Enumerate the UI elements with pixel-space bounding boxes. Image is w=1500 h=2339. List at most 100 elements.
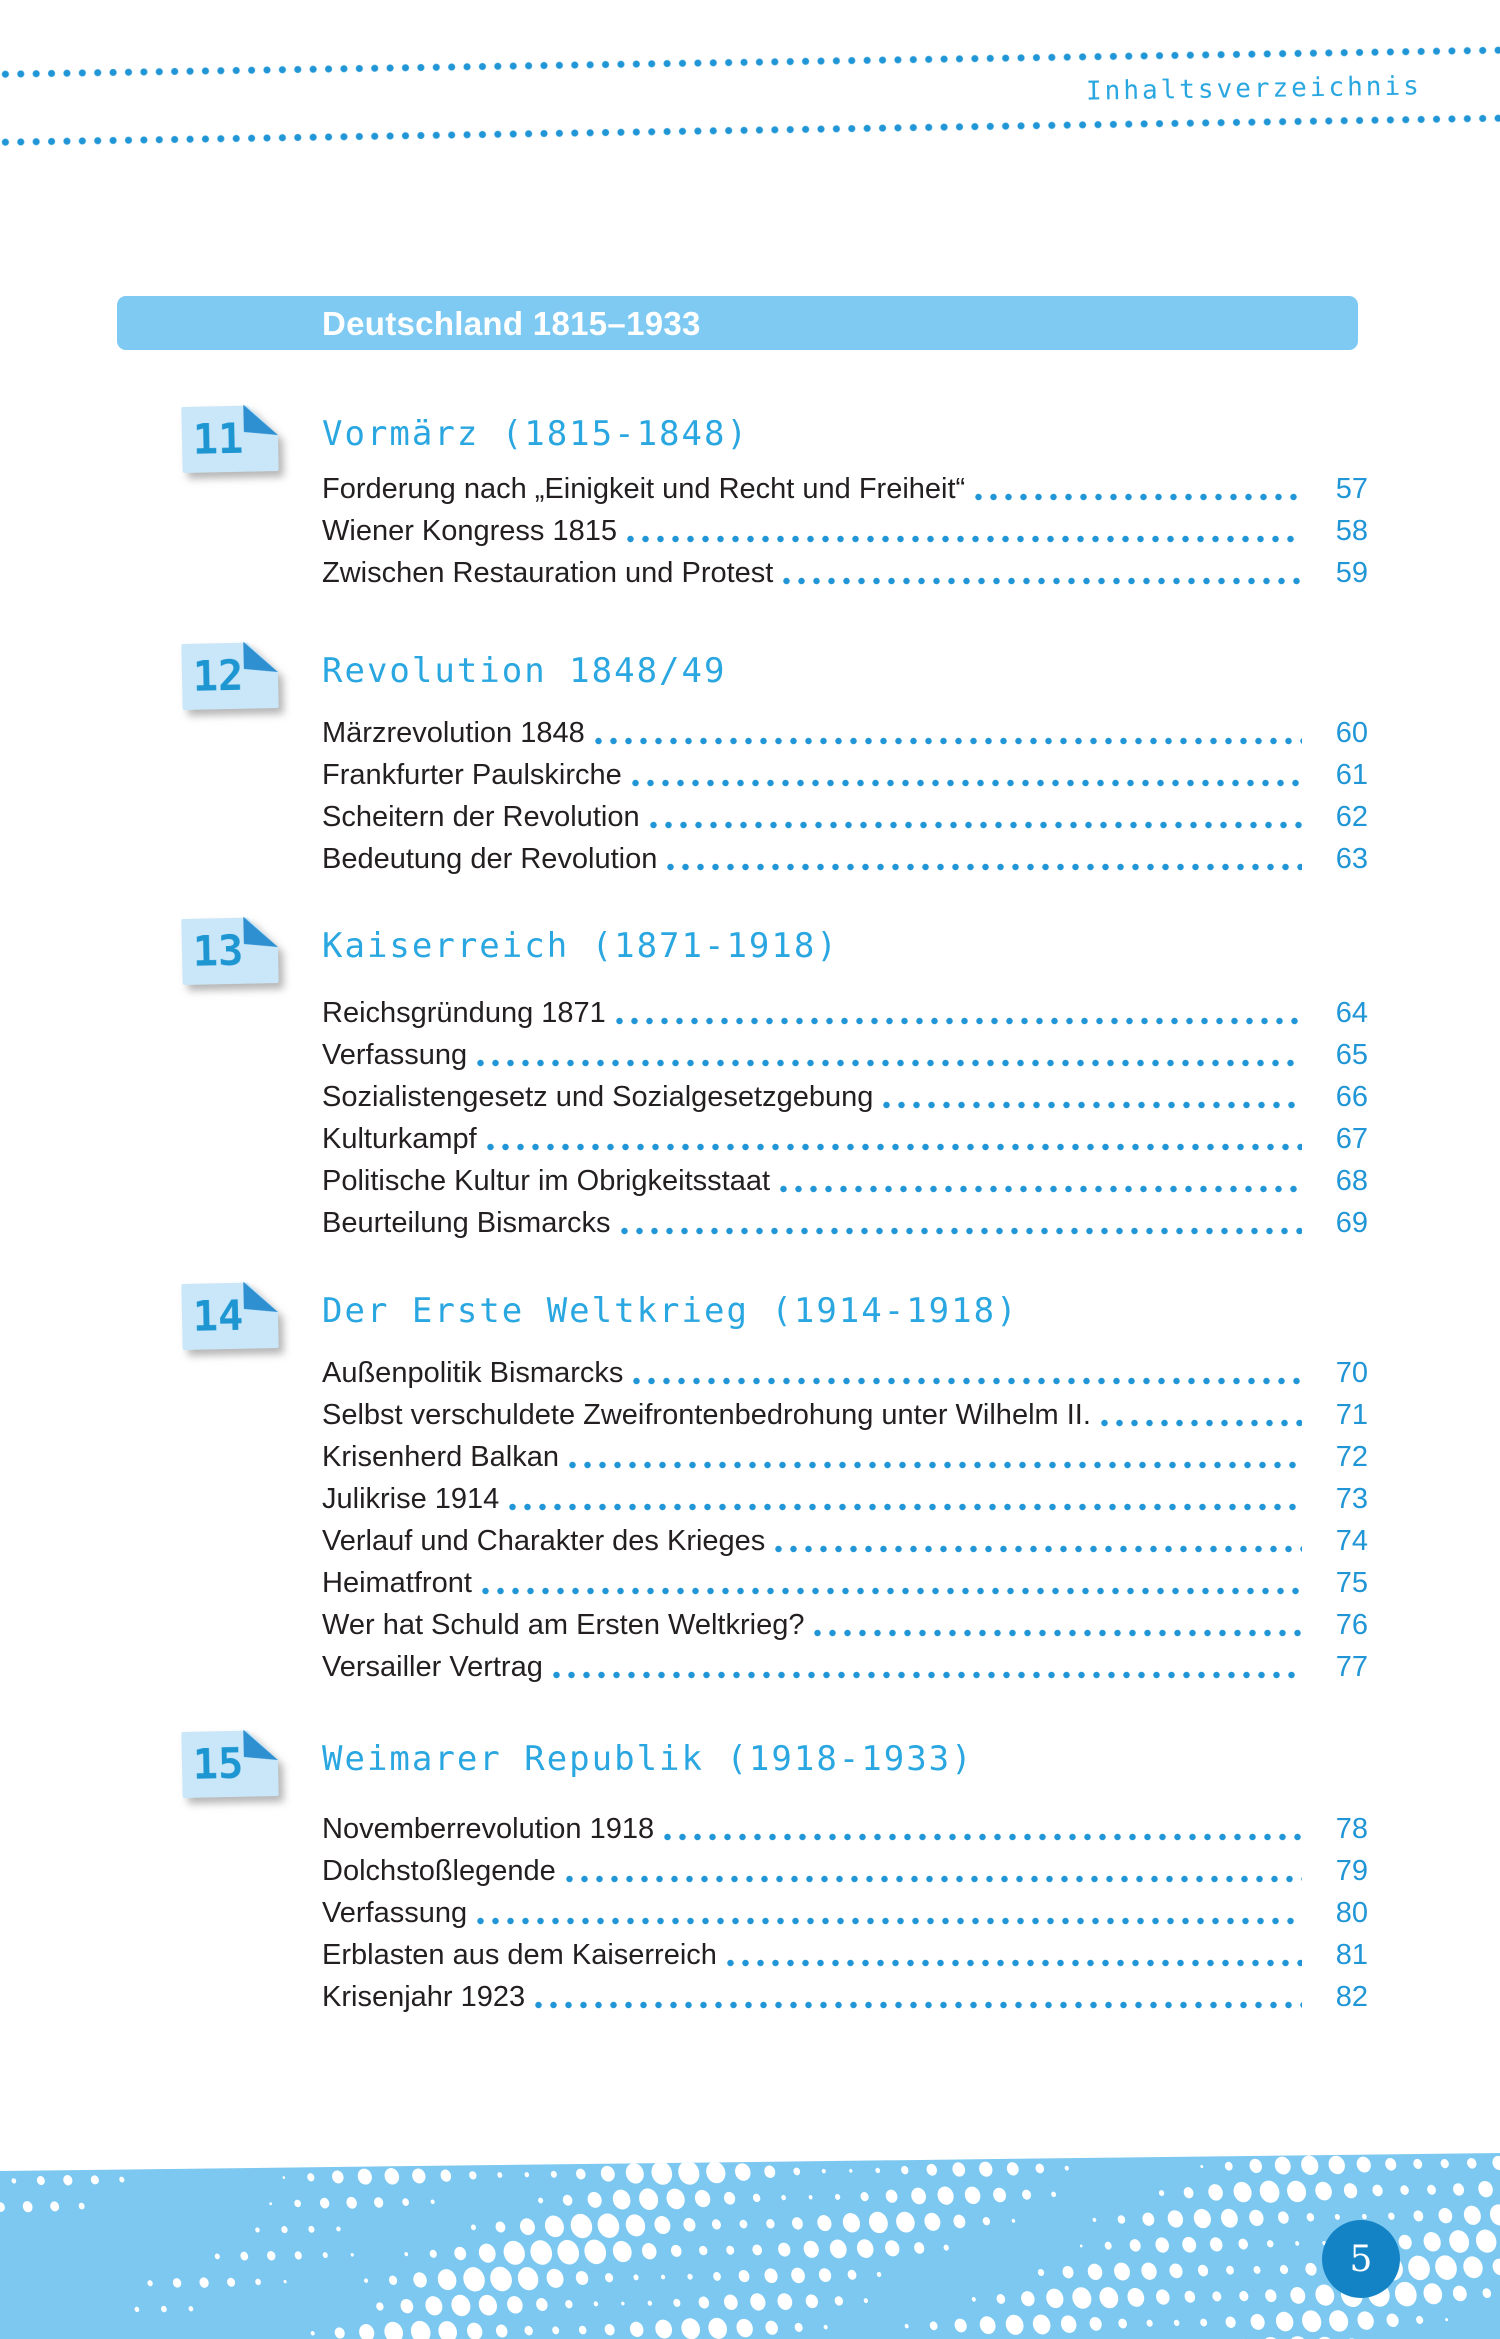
dotted-leader	[477, 1917, 1302, 1925]
toc-entry: Bedeutung der Revolution 63	[322, 838, 1368, 880]
chapter-entries: Außenpolitik Bismarcks 70 Selbst verschu…	[322, 1352, 1368, 1688]
toc-entry-page: 57	[1335, 473, 1368, 505]
dotted-leader	[535, 2001, 1302, 2009]
toc-entry-page: 64	[1335, 997, 1368, 1029]
toc-entry-label: Krisenjahr 1923	[322, 1981, 526, 2013]
toc-entry-page: 59	[1335, 557, 1368, 589]
dotted-leader	[667, 863, 1302, 871]
toc-entry-page: 73	[1335, 1483, 1368, 1515]
toc-entry-page: 66	[1335, 1081, 1368, 1113]
toc-entry: Heimatfront 75	[322, 1562, 1368, 1604]
chapter-title: Revolution 1848/49	[322, 651, 727, 691]
dotted-leader	[568, 1461, 1302, 1469]
toc-entry-label: Sozialistengesetz und Sozialgesetzgebung	[322, 1081, 874, 1113]
section-header-title: Deutschland 1815–1933	[322, 305, 701, 342]
toc-entry-page: 78	[1335, 1813, 1368, 1845]
dotted-leader	[627, 535, 1302, 543]
toc-entry-label: Versailler Vertrag	[322, 1651, 543, 1683]
toc-entry: Wiener Kongress 1815 58	[322, 510, 1368, 552]
chapter-number: 11	[192, 413, 244, 464]
chapter-number-badge: 14	[181, 1282, 278, 1350]
dotted-leader	[615, 1017, 1302, 1025]
toc-entry-label: Selbst verschuldete Zweifrontenbedrohung…	[322, 1399, 1091, 1431]
toc-entry-page: 80	[1335, 1897, 1368, 1929]
toc-entry-page: 71	[1335, 1399, 1368, 1431]
halftone-dots	[0, 2155, 1500, 2339]
toc-entry: Sozialistengesetz und Sozialgesetzgebung…	[322, 1076, 1368, 1118]
dotted-leader	[552, 1671, 1302, 1679]
toc-entry: Politische Kultur im Obrigkeitsstaat 68	[322, 1160, 1368, 1202]
chapter-number: 12	[192, 650, 244, 701]
toc-entry-label: Beurteilung Bismarcks	[322, 1207, 611, 1239]
toc-entry-page: 69	[1335, 1207, 1368, 1239]
chapter-number: 14	[192, 1290, 244, 1341]
toc-entry: Beurteilung Bismarcks 69	[322, 1202, 1368, 1244]
toc-entry: Krisenjahr 1923 82	[322, 1976, 1368, 2018]
toc-entry-label: Wiener Kongress 1815	[322, 515, 617, 547]
toc-entry-label: Novemberrevolution 1918	[322, 1813, 655, 1845]
chapter-entries: Reichsgründung 1871 64 Verfassung 65 Soz…	[322, 992, 1368, 1244]
dotted-leader	[883, 1101, 1302, 1109]
dotted-leader	[633, 1377, 1302, 1385]
toc-entry-label: Verfassung	[322, 1897, 468, 1929]
toc-entry-label: Wer hat Schuld am Ersten Weltkrieg?	[322, 1609, 805, 1641]
chapter-entries: Novemberrevolution 1918 78 Dolchstoßlege…	[322, 1808, 1368, 2018]
toc-entry-page: 81	[1335, 1939, 1368, 1971]
toc-entry: Kulturkampf 67	[322, 1118, 1368, 1160]
toc-entry-page: 63	[1335, 843, 1368, 875]
toc-entry: Zwischen Restauration und Protest 59	[322, 552, 1368, 594]
chapter-number-badge: 15	[181, 1730, 278, 1798]
toc-entry-page: 60	[1335, 717, 1368, 749]
footer-halftone-decoration	[0, 2152, 1500, 2339]
dotted-leader	[565, 1875, 1302, 1883]
toc-entry-page: 77	[1335, 1651, 1368, 1683]
page-heading: Inhaltsverzeichnis	[1086, 71, 1423, 107]
toc-entry: Erblasten aus dem Kaiserreich 81	[322, 1934, 1368, 1976]
toc-entry: Versailler Vertrag 77	[322, 1646, 1368, 1688]
chapter-number: 13	[192, 925, 244, 976]
chapter-title: Kaiserreich (1871-1918)	[322, 926, 839, 966]
toc-entry: Verfassung 65	[322, 1034, 1368, 1076]
chapter-entries: Forderung nach „Einigkeit und Recht und …	[322, 468, 1368, 594]
dotted-leader	[481, 1587, 1302, 1595]
page-number: 5	[1349, 2238, 1373, 2280]
chapter-title: Vormärz (1815-1848)	[322, 414, 749, 454]
toc-entry: Märzrevolution 1848 60	[322, 712, 1368, 754]
chapter-number-badge: 11	[181, 405, 278, 473]
toc-entry-page: 65	[1335, 1039, 1368, 1071]
toc-entry: Reichsgründung 1871 64	[322, 992, 1368, 1034]
toc-entry-label: Forderung nach „Einigkeit und Recht und …	[322, 473, 966, 505]
toc-entry-label: Heimatfront	[322, 1567, 472, 1599]
dotted-leader	[664, 1833, 1302, 1841]
toc-entry: Dolchstoßlegende 79	[322, 1850, 1368, 1892]
dotted-leader	[631, 779, 1302, 787]
toc-entry-label: Reichsgründung 1871	[322, 997, 606, 1029]
dotted-leader	[783, 577, 1302, 585]
toc-entry-label: Märzrevolution 1848	[322, 717, 585, 749]
dotted-leader	[509, 1503, 1302, 1511]
dotted-leader	[594, 737, 1302, 745]
toc-entry: Frankfurter Paulskirche 61	[322, 754, 1368, 796]
chapter-title: Weimarer Republik (1918-1933)	[322, 1739, 974, 1779]
toc-entry: Wer hat Schuld am Ersten Weltkrieg? 76	[322, 1604, 1368, 1646]
toc-entry-label: Scheitern der Revolution	[322, 801, 640, 833]
chapter-number: 15	[192, 1738, 244, 1789]
dotted-leader	[1100, 1419, 1302, 1427]
dotted-leader	[975, 493, 1302, 501]
dotted-rule-bottom	[0, 113, 1500, 147]
toc-entry-label: Krisenherd Balkan	[322, 1441, 559, 1473]
toc-entry: Krisenherd Balkan 72	[322, 1436, 1368, 1478]
chapter-entries: Märzrevolution 1848 60 Frankfurter Pauls…	[322, 712, 1368, 880]
toc-entry: Außenpolitik Bismarcks 70	[322, 1352, 1368, 1394]
toc-entry: Verlauf und Charakter des Krieges 74	[322, 1520, 1368, 1562]
toc-entry-page: 79	[1335, 1855, 1368, 1887]
toc-entry-label: Frankfurter Paulskirche	[322, 759, 622, 791]
toc-entry-page: 62	[1335, 801, 1368, 833]
toc-entry-page: 74	[1335, 1525, 1368, 1557]
toc-entry: Verfassung 80	[322, 1892, 1368, 1934]
toc-entry: Selbst verschuldete Zweifrontenbedrohung…	[322, 1394, 1368, 1436]
toc-entry-label: Dolchstoßlegende	[322, 1855, 556, 1887]
toc-entry-label: Verfassung	[322, 1039, 468, 1071]
toc-entry-page: 61	[1335, 759, 1368, 791]
toc-entry-page: 68	[1335, 1165, 1368, 1197]
